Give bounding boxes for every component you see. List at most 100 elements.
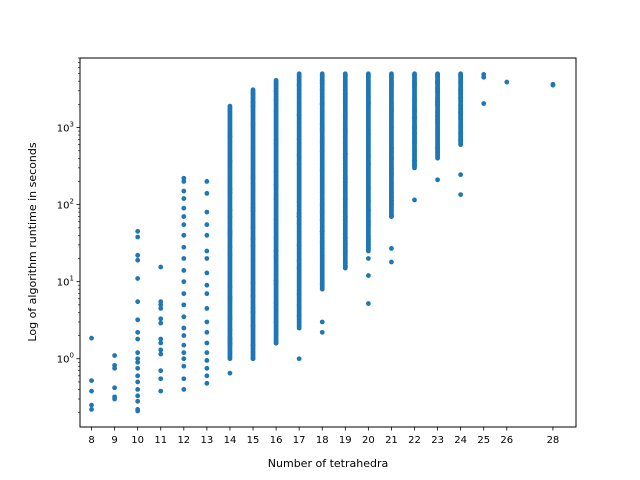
data-point xyxy=(181,350,187,356)
plot-area-frame xyxy=(79,57,577,428)
data-point xyxy=(435,96,440,102)
data-point xyxy=(273,248,279,254)
data-point xyxy=(365,94,371,100)
data-point xyxy=(435,78,440,84)
data-point xyxy=(389,165,394,171)
data-point xyxy=(389,71,394,77)
data-point xyxy=(389,149,394,155)
data-point xyxy=(273,77,279,83)
data-point xyxy=(181,196,187,201)
data-point xyxy=(319,329,325,335)
data-point xyxy=(435,89,440,95)
data-point xyxy=(204,270,210,276)
data-point xyxy=(319,217,325,222)
data-point xyxy=(365,222,371,228)
data-point xyxy=(181,386,187,392)
data-point xyxy=(412,162,417,168)
data-point xyxy=(250,87,256,93)
data-point xyxy=(389,194,394,200)
data-point xyxy=(112,365,117,371)
data-point xyxy=(273,281,279,287)
data-point xyxy=(273,235,279,240)
data-point xyxy=(135,379,141,385)
data-point xyxy=(89,402,94,408)
data-point xyxy=(135,359,141,365)
data-point xyxy=(204,232,210,238)
data-point xyxy=(342,214,348,220)
data-point xyxy=(389,101,394,107)
data-point xyxy=(204,209,210,215)
data-point xyxy=(342,130,348,135)
data-point xyxy=(135,393,141,399)
data-point xyxy=(250,236,256,242)
data-point xyxy=(204,248,210,254)
data-point xyxy=(412,140,417,146)
data-point xyxy=(273,253,279,259)
data-point xyxy=(458,131,464,137)
data-point xyxy=(319,229,325,235)
data-point xyxy=(227,341,233,347)
data-point xyxy=(319,87,325,92)
data-point xyxy=(365,162,371,167)
data-point xyxy=(250,305,256,311)
data-point xyxy=(273,169,279,174)
data-point xyxy=(412,136,417,142)
data-point xyxy=(250,323,256,329)
data-point xyxy=(227,327,233,332)
data-point xyxy=(250,208,256,214)
data-point xyxy=(135,234,141,240)
data-point xyxy=(204,358,210,363)
data-point xyxy=(181,232,187,238)
data-point xyxy=(227,370,233,376)
y-tick-label: 102 xyxy=(57,198,74,212)
data-point xyxy=(365,185,371,191)
data-point xyxy=(273,304,279,310)
data-point xyxy=(204,340,210,346)
data-point xyxy=(227,230,233,236)
data-point xyxy=(273,216,279,222)
data-point xyxy=(181,356,187,362)
x-tick-label: 10 xyxy=(131,435,144,446)
data-point xyxy=(181,302,187,308)
data-point xyxy=(458,192,464,197)
data-point xyxy=(296,356,302,362)
data-point xyxy=(365,131,371,137)
x-tick-label: 18 xyxy=(316,435,329,446)
data-point xyxy=(158,347,164,353)
data-point xyxy=(181,222,187,228)
data-point xyxy=(365,301,371,306)
data-point xyxy=(458,72,464,77)
data-point xyxy=(550,82,556,88)
data-point xyxy=(389,259,394,265)
data-point xyxy=(204,282,210,288)
data-point xyxy=(389,108,394,114)
data-point xyxy=(181,279,187,285)
data-point xyxy=(365,256,371,261)
x-tick-label: 13 xyxy=(201,435,214,446)
data-point xyxy=(458,109,464,114)
x-tick-label: 25 xyxy=(477,435,490,446)
data-point xyxy=(227,284,233,290)
y-tick-label: 100 xyxy=(57,352,74,366)
x-tick-label: 26 xyxy=(500,435,513,446)
data-point xyxy=(181,314,187,320)
data-point xyxy=(112,396,117,402)
data-point xyxy=(158,306,164,311)
data-point xyxy=(365,153,371,159)
data-point xyxy=(89,388,94,394)
data-point xyxy=(181,256,187,261)
data-point xyxy=(204,256,210,261)
data-point xyxy=(319,121,325,127)
data-point xyxy=(89,378,94,384)
data-point xyxy=(204,380,210,386)
data-point xyxy=(412,125,417,131)
data-point xyxy=(296,258,302,264)
data-point xyxy=(181,188,187,194)
data-point xyxy=(389,81,394,87)
data-point xyxy=(204,373,210,379)
data-point xyxy=(112,353,117,358)
data-point xyxy=(181,325,187,331)
data-point xyxy=(250,95,256,101)
data-point xyxy=(158,388,164,394)
data-point xyxy=(181,205,187,211)
